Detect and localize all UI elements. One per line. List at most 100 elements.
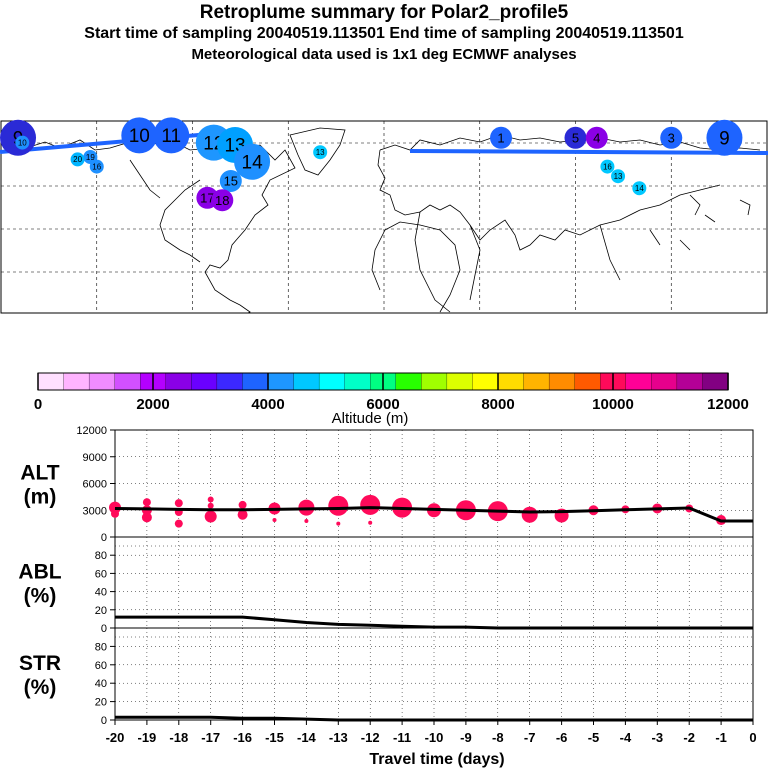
colorbar-cell [395, 372, 422, 391]
altitude-marker [204, 510, 217, 523]
map-coastlines [19, 127, 761, 314]
series-line [115, 615, 753, 630]
colorbar-cell [216, 372, 244, 391]
colorbar-cell [676, 372, 704, 391]
colorbar-cell [63, 372, 90, 391]
y-tick-label: 20 [95, 697, 107, 709]
plume-marker [632, 181, 647, 196]
plume-day-label: 18 [215, 193, 229, 208]
plume-points: 91011121314151718192016101393541161314 [0, 117, 743, 212]
plume-day-label: 14 [242, 152, 264, 173]
colorbar-cell [191, 372, 218, 391]
y-tick-label: 40 [95, 678, 107, 690]
x-tick-label: -6 [556, 730, 568, 745]
colorbar-cell [242, 372, 269, 391]
x-tick-label: -5 [588, 730, 600, 745]
x-tick-label: -15 [265, 730, 284, 745]
altitude-colorbar: 0 2000 4000 6000 8000 10000 12000 Altitude (m) [34, 372, 749, 427]
x-tick-label: -2 [683, 730, 695, 745]
x-axis-label: Travel time (days) [369, 751, 504, 768]
y-axis-unit: (%) [24, 585, 57, 608]
plume-day-label: 9 [719, 128, 730, 149]
plume-day-label: 10 [129, 126, 150, 147]
altitude-marker [111, 509, 119, 518]
plume-day-label: 17 [200, 190, 214, 205]
y-tick-label: 3000 [83, 505, 107, 517]
y-tick-label: 9000 [83, 452, 107, 464]
colorbar-cell [421, 372, 448, 391]
altitude-marker [142, 498, 151, 507]
y-axis-label: STR [19, 652, 61, 675]
colorbar-cell [548, 372, 576, 391]
colorbar-tick-label: 10000 [592, 396, 634, 413]
plume-marker [564, 126, 587, 149]
plume-marker [153, 117, 190, 154]
plume-marker [313, 145, 328, 160]
colorbar-cell [497, 372, 525, 391]
altitude-marker [207, 502, 214, 509]
colorbar-cell [651, 372, 678, 391]
x-tick-label: -3 [652, 730, 664, 745]
altitude-marker [328, 495, 349, 516]
series-line [114, 506, 753, 523]
sampling-times: Start time of sampling 20040519.113501 E… [84, 25, 684, 42]
colorbar-tick-label: 0 [34, 396, 42, 413]
x-tick-label: -12 [361, 730, 380, 745]
colorbar-cell [88, 372, 116, 391]
plume-day-label: 13 [316, 148, 325, 157]
colorbar-cell [165, 372, 192, 391]
plume-day-label: 11 [161, 126, 181, 147]
panel-frame [114, 627, 754, 721]
y-tick-label: 20 [95, 605, 107, 617]
y-tick-label: 0 [101, 715, 107, 727]
altitude-marker [360, 494, 381, 515]
colorbar-cell [625, 372, 652, 391]
y-axis-unit: (m) [24, 486, 57, 509]
plume-day-label: 19 [86, 153, 95, 162]
y-tick-label: 12000 [76, 425, 107, 437]
altitude-marker [109, 501, 121, 514]
plume-marker [706, 119, 743, 156]
x-tick-label: 0 [749, 730, 756, 745]
altitude-marker [521, 506, 538, 523]
plume-day-label: 3 [668, 130, 675, 145]
altitude-marker [174, 499, 183, 508]
colorbar-tick-label: 6000 [366, 396, 399, 413]
colorbar-cell [318, 372, 346, 391]
colorbar-tick-label: 12000 [707, 396, 749, 413]
y-tick-label: 80 [95, 550, 107, 562]
trajectory-track-east [409, 149, 768, 155]
x-tick-label: -20 [106, 730, 125, 745]
plume-marker [585, 126, 608, 149]
plume-marker [600, 159, 615, 174]
colorbar-tick-label: 8000 [481, 396, 514, 413]
colorbar-cell [344, 372, 371, 391]
map-panel: 91011121314151718192016101393541161314 [0, 117, 768, 314]
colorbar-label: Altitude (m) [332, 410, 409, 427]
y-tick-label: 60 [95, 568, 107, 580]
x-tick-label: -7 [524, 730, 536, 745]
plume-day-label: 16 [603, 162, 612, 171]
plume-marker [611, 169, 626, 184]
x-tick-label: -9 [460, 730, 472, 745]
colorbar-cell [523, 372, 550, 391]
colorbar-cell [702, 372, 729, 391]
colorbar-cell [446, 372, 474, 391]
plume-day-label: 4 [593, 130, 600, 145]
colorbar-cell [37, 372, 65, 391]
x-tick-label: -19 [138, 730, 157, 745]
time-series-panels: 030006000900012000ALT(m)020406080ABL(%)0… [18, 425, 756, 768]
plume-marker [234, 143, 271, 180]
x-tick-label: -10 [425, 730, 444, 745]
x-tick-label: -14 [297, 730, 317, 745]
altitude-marker [272, 518, 277, 523]
y-axis-label: ALT [20, 462, 59, 485]
panel-frame [114, 536, 754, 629]
altitude-marker [174, 519, 183, 528]
plume-day-label: 5 [572, 130, 579, 145]
altitude-marker [304, 518, 309, 523]
y-tick-label: 40 [95, 587, 107, 599]
plume-day-label: 1 [497, 130, 504, 145]
